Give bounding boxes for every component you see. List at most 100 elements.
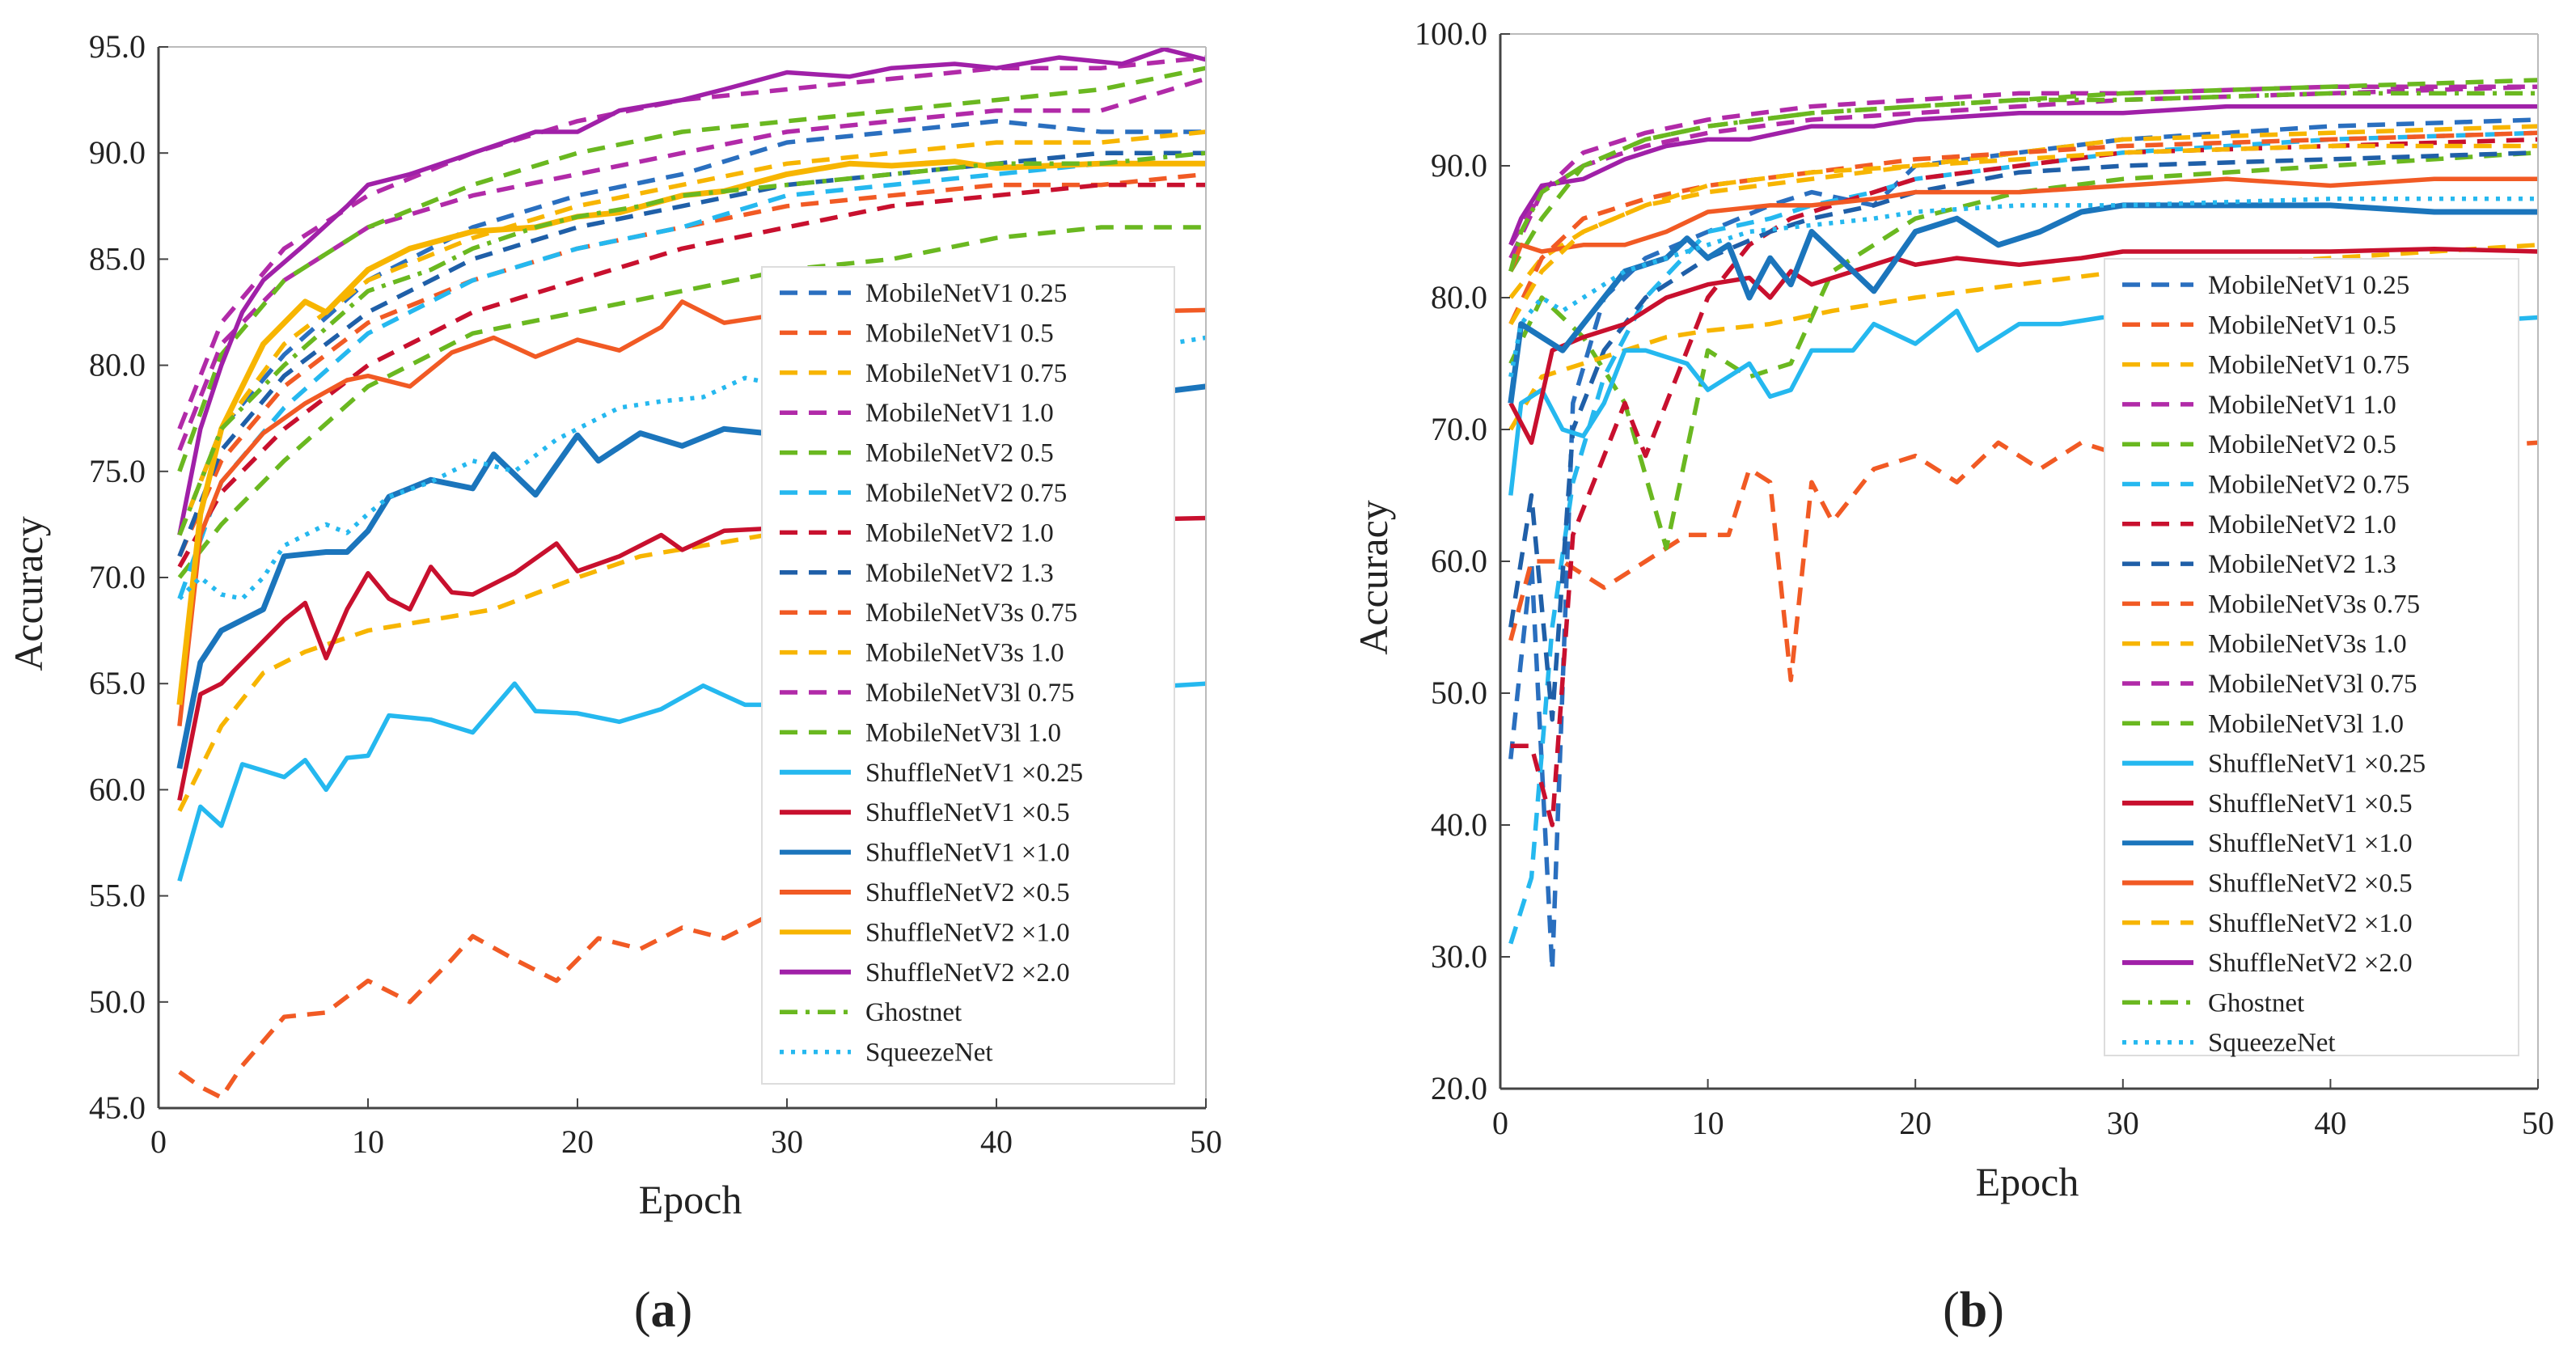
legend-label-10: MobileNetV3l 0.75 — [865, 679, 1074, 708]
series-line-4 — [177, 225, 1206, 579]
chart-a: 45.0 50.0 55.0 60.0 65.0 70.0 75.0 80.0 85.0 90.0… — [6, 28, 1222, 1222]
legend-label-16: ShuffleNetV2 ×1.0 — [865, 918, 1070, 947]
legend-label-3: MobileNetV1 1.0 — [865, 399, 1054, 428]
legend-label-10: MobileNetV3l 0.75 — [2208, 670, 2417, 699]
series-line-13 — [1508, 246, 2538, 446]
legend-label-4: MobileNetV2 0.5 — [2208, 430, 2396, 459]
panel-letter-a: a — [651, 1283, 676, 1338]
legend-box — [2104, 258, 2519, 1056]
legend-label-3: MobileNetV1 1.0 — [2208, 391, 2396, 420]
legend-label-0: MobileNetV1 0.25 — [2208, 271, 2409, 300]
legend-label-19: SqueezeNet — [865, 1039, 993, 1068]
series-line-13 — [177, 515, 1206, 802]
y-tick-label: 20.0 — [1431, 1070, 1487, 1106]
legend-label-13: ShuffleNetV1 ×0.5 — [865, 798, 1070, 827]
series-line-11 — [1508, 78, 2538, 273]
series-line-6 — [1510, 137, 2538, 827]
series-line-11 — [177, 66, 1206, 472]
series-line-14 — [1508, 202, 2538, 404]
x-tick-label: 10 — [352, 1123, 384, 1160]
y-axis-label: Accuracy — [1351, 500, 1396, 655]
legend-label-15: ShuffleNetV2 ×0.5 — [2208, 869, 2413, 899]
x-tick-label: 0 — [150, 1123, 167, 1160]
y-tick-label: 65.0 — [89, 665, 146, 701]
x-tick-label: 30 — [771, 1123, 803, 1160]
legend-label-17: ShuffleNetV2 ×2.0 — [865, 958, 1070, 988]
legend-label-11: MobileNetV3l 1.0 — [865, 718, 1061, 747]
x-axis-label: Epoch — [1976, 1159, 2079, 1204]
y-tick-label: 50.0 — [89, 984, 146, 1020]
series-line-7 — [177, 150, 1206, 557]
y-tick-label: 40.0 — [1431, 806, 1487, 843]
legend-label-2: MobileNetV1 0.75 — [2208, 351, 2409, 380]
legend-label-0: MobileNetV1 0.25 — [865, 279, 1067, 308]
legend-label-7: MobileNetV2 1.3 — [865, 559, 1054, 588]
series-line-17 — [1508, 104, 2538, 246]
panel-label-b: (b) — [1943, 1283, 2004, 1338]
legend-label-12: ShuffleNetV1 ×0.25 — [865, 759, 1083, 788]
legend-label-1: MobileNetV1 0.5 — [865, 319, 1054, 348]
series-line-17 — [177, 47, 1206, 536]
x-axis-label: Epoch — [639, 1177, 742, 1222]
y-tick-label: 70.0 — [1431, 411, 1487, 447]
x-tick-label: 20 — [561, 1123, 594, 1160]
legend-label-5: MobileNetV2 0.75 — [865, 479, 1067, 508]
series-line-2 — [1508, 124, 2538, 299]
legend-label-8: MobileNetV3s 0.75 — [865, 599, 1077, 628]
legend: MobileNetV1 0.25 MobileNetV1 0.5 MobileNet… — [2104, 258, 2519, 1058]
series-line-0 — [177, 119, 1206, 536]
panel-label-a: (a) — [634, 1283, 692, 1338]
legend-label-8: MobileNetV3s 0.75 — [2208, 590, 2420, 619]
panel-letter-b: b — [1960, 1283, 1987, 1338]
series-line-8 — [178, 915, 787, 1100]
legend-label-6: MobileNetV2 1.0 — [865, 518, 1054, 548]
series-group — [1508, 78, 2538, 973]
y-tick-label: 80.0 — [89, 347, 146, 383]
y-tick-label: 55.0 — [89, 878, 146, 914]
y-tick-label: 100.0 — [1415, 15, 1487, 52]
legend-label-5: MobileNetV2 0.75 — [2208, 471, 2409, 500]
series-group — [176, 47, 1206, 1100]
legend-box — [761, 266, 1175, 1085]
legend-label-2: MobileNetV1 0.75 — [865, 359, 1067, 388]
x-tick-label: 40 — [980, 1123, 1013, 1160]
legend-label-18: Ghostnet — [2208, 988, 2304, 1017]
series-line-18 — [177, 150, 1206, 536]
y-tick-label: 60.0 — [1431, 543, 1487, 579]
x-tick-label: 30 — [2107, 1105, 2139, 1141]
y-tick-label: 45.0 — [89, 1089, 146, 1126]
series-line-5 — [1508, 130, 2538, 945]
legend-label-9: MobileNetV3s 1.0 — [2208, 630, 2407, 659]
legend-label-1: MobileNetV1 0.5 — [2208, 311, 2396, 340]
y-tick-label: 85.0 — [89, 240, 146, 277]
legend-label-15: ShuffleNetV2 ×0.5 — [865, 878, 1070, 907]
legend: MobileNetV1 0.25 MobileNetV1 0.5 MobileNet… — [761, 266, 1175, 1085]
y-axis-label: Accuracy — [6, 516, 51, 671]
y-tick-label: 90.0 — [1431, 147, 1487, 184]
series-line-9 — [177, 532, 767, 812]
series-line-19 — [1508, 197, 2538, 378]
y-tick-label: 75.0 — [89, 453, 146, 489]
x-tick-label: 40 — [2314, 1105, 2346, 1141]
legend-label-4: MobileNetV2 0.5 — [865, 439, 1054, 468]
x-tick-label: 0 — [1492, 1105, 1508, 1141]
y-tick-label: 90.0 — [89, 134, 146, 171]
legend-label-14: ShuffleNetV1 ×1.0 — [865, 839, 1070, 868]
series-line-18 — [1508, 91, 2538, 273]
y-tick-label: 70.0 — [89, 559, 146, 595]
y-tick-label: 50.0 — [1431, 675, 1487, 711]
chart-b: 20.0 30.0 40.0 50.0 60.0 70.0 80.0 90.0 100.0 0 10… — [1351, 15, 2554, 1204]
legend-label-17: ShuffleNetV2 ×2.0 — [2208, 949, 2413, 978]
series-line-19 — [177, 335, 1206, 601]
x-tick-label: 50 — [1190, 1123, 1222, 1160]
legend-label-14: ShuffleNetV1 ×1.0 — [2208, 829, 2413, 858]
y-tick-label: 95.0 — [89, 28, 146, 65]
legend-label-6: MobileNetV2 1.0 — [2208, 510, 2396, 539]
legend-label-19: SqueezeNet — [2208, 1029, 2336, 1058]
legend-label-16: ShuffleNetV2 ×1.0 — [2208, 909, 2413, 938]
x-tick-label: 10 — [1692, 1105, 1724, 1141]
y-tick-label: 60.0 — [89, 771, 146, 807]
legend-label-13: ShuffleNetV1 ×0.5 — [2208, 789, 2413, 819]
legend-label-7: MobileNetV2 1.3 — [2208, 550, 2396, 579]
y-tick-label: 30.0 — [1431, 938, 1487, 975]
